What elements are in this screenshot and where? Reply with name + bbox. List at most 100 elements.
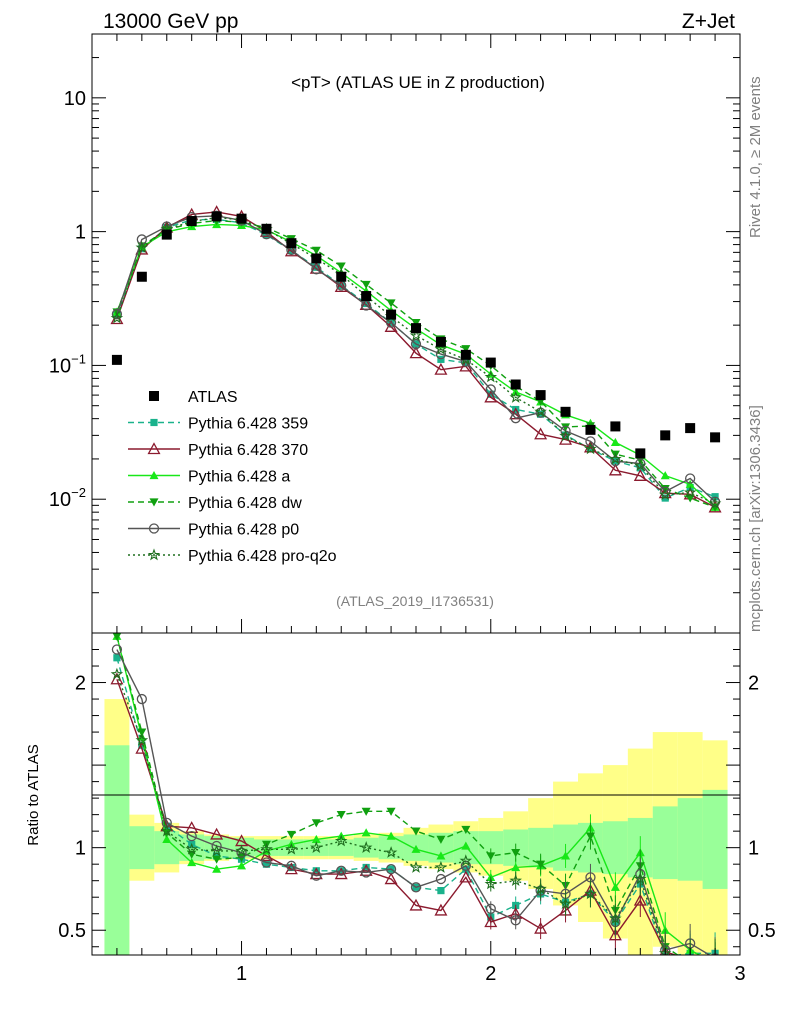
inner-uncertainty-band [702,789,728,889]
ratio-point-pythia-6-428-a [361,828,371,837]
ratio-point-pythia-6-428-p0 [336,865,347,876]
main-point-pythia-6-428-dw [561,423,571,432]
atlas-data-point [261,223,272,234]
ratio-point-pythia-6-428-dw [536,860,546,869]
main-point-pythia-6-428-pro-q2o [708,496,722,509]
legend-marker-pythia-6-428-a [149,471,159,480]
atlas-data-point [361,291,372,302]
ratio-point-pythia-6-428-359 [138,741,146,749]
ratio-point-pythia-6-428-dw [686,960,695,968]
ratio-point-pythia-6-428-pro-q2o [434,860,448,873]
ratio-point-pythia-6-428-pro-q2o [609,912,622,925]
ratio-point-pythia-6-428-359 [437,887,445,895]
ratio-line-pythia-6-428-pro-q2o [116,674,678,955]
main-point-pythia-6-428-dw [461,345,471,354]
process-label: Z+Jet [682,10,735,33]
ratio-point-pythia-6-428-pro-q2o [384,846,398,858]
main-point-pythia-6-428-p0 [336,280,347,291]
ratio-ytick-label-right: 0.5 [748,920,776,942]
ratio-point-pythia-6-428-a [436,851,446,860]
legend-marker-atlas [149,391,159,401]
main-point-pythia-6-428-p0 [485,384,496,395]
main-point-pythia-6-428-359 [462,359,470,367]
main-point-pythia-6-428-p0 [585,436,596,447]
main-point-pythia-6-428-pro-q2o [658,488,672,500]
ratio-ytick-label-right: 1 [748,838,759,860]
ratio-point-pythia-6-428-a [212,864,222,873]
main-point-pythia-6-428-pro-q2o [584,442,597,455]
main-ytick-label: 1 [75,222,86,244]
ratio-point-pythia-6-428-pro-q2o [160,824,174,837]
main-point-pythia-6-428-370 [484,390,498,403]
ratio-point-pythia-6-428-p0 [311,870,322,881]
inner-uncertainty-band [204,836,230,860]
main-point-pythia-6-428-359 [586,445,595,453]
ratio-point-pythia-6-428-359 [462,865,470,873]
atlas-data-point [411,323,421,334]
inner-uncertainty-band [652,806,678,880]
ratio-point-pythia-6-428-dw [137,728,147,737]
plot-title: <pT> (ATLAS UE in Z production) [291,73,545,92]
ratio-point-pythia-6-428-370 [409,898,423,911]
main-point-pythia-6-428-p0 [510,413,521,424]
ratio-point-pythia-6-428-dw [112,633,122,641]
main-ytick-label: 10−2 [49,485,86,511]
ratio-point-pythia-6-428-a [561,851,571,860]
ratio-ytick-label-right: 2 [748,673,759,695]
atlas-data-layer [111,211,721,459]
ratio-point-pythia-6-428-pro-q2o [135,733,149,746]
ratio-point-pythia-6-428-p0 [361,867,372,878]
main-line-pythia-6-428-370 [116,211,716,508]
main-point-pythia-6-428-p0 [311,264,322,275]
atlas-data-point [460,349,471,360]
ratio-point-pythia-6-428-a [386,831,396,840]
inner-uncertainty-band [104,745,130,955]
main-frame [91,33,741,634]
main-point-pythia-6-428-pro-q2o [559,429,572,442]
ratio-point-pythia-6-428-dw [711,960,720,968]
legend: ATLAS Pythia 6.428 359 Pythia 6.428 370 Pyt… [128,389,337,565]
ratio-point-pythia-6-428-pro-q2o [534,882,547,895]
ratio-point-pythia-6-428-370 [210,827,224,840]
main-point-pythia-6-428-370 [608,463,622,476]
ratio-point-pythia-6-428-p0 [136,693,147,705]
ratio-point-pythia-6-428-370 [284,862,298,875]
legend-marker-pythia-6-428-359 [150,418,158,427]
ratio-point-pythia-6-428-370 [434,903,448,916]
inner-uncertainty-band [129,826,155,870]
ratio-series-layer [110,633,720,968]
atlas-data-point [560,406,571,417]
ratio-ytick-label: 0.5 [58,920,86,942]
main-series-layer [110,205,722,513]
main-ytick-base: 10 [49,489,71,511]
atlas-data-point [485,357,496,368]
main-ytick-base: 10 [49,355,71,377]
energy-label: 13000 GeV pp [103,10,238,33]
ratio-point-pythia-6-428-a [162,834,172,844]
atlas-data-point [136,271,147,282]
atlas-data-point [161,229,172,240]
main-point-pythia-6-428-dw [361,280,371,289]
main-point-pythia-6-428-dw [311,246,321,255]
atlas-data-point [336,271,347,282]
ratio-point-pythia-6-428-p0 [286,860,297,871]
legend-marker-pythia-6-428-dw [149,498,159,507]
xtick-label: 3 [734,963,745,985]
atlas-data-point [286,238,297,249]
atlas-data-point [635,448,646,459]
inner-uncertainty-band [602,821,628,875]
ratio-ytick-label: 2 [75,673,86,695]
ratio-point-pythia-6-428-a [411,844,421,853]
atlas-data-point [610,421,621,432]
atlas-data-point [111,354,122,365]
main-point-pythia-6-428-370 [334,280,348,293]
ratio-point-pythia-6-428-dw [461,825,471,835]
ratio-point-pythia-6-428-p0 [186,830,197,842]
atlas-data-point [311,253,322,264]
main-point-pythia-6-428-pro-q2o [434,342,448,355]
ratio-point-pythia-6-428-p0 [410,882,422,893]
main-point-pythia-6-428-dw [411,318,421,328]
main-point-pythia-6-428-370 [534,427,548,440]
rivet-label: Rivet 4.1.0, ≥ 2M events [747,76,764,238]
